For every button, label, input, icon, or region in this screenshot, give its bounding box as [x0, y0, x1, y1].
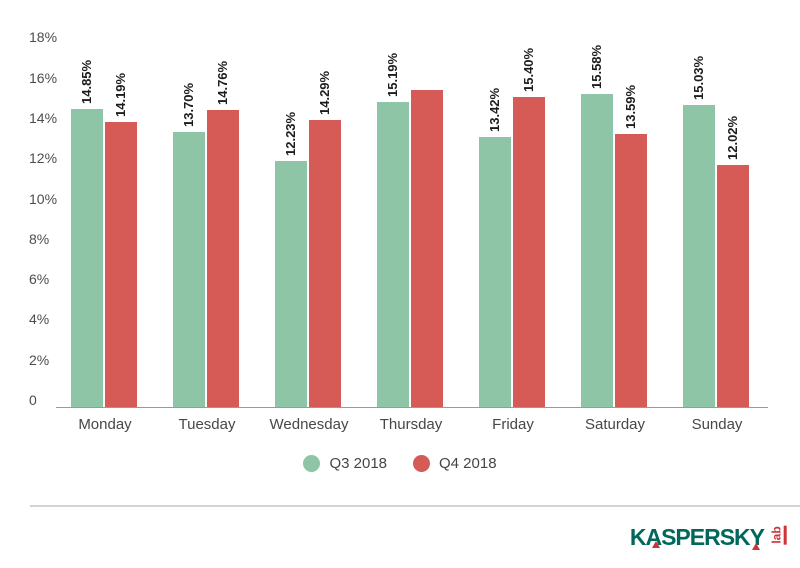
x-axis-label-wednesday: Wednesday	[269, 416, 349, 433]
bar-q4-2018-thursday	[411, 90, 443, 407]
legend-item-q3: Q3 2018	[303, 454, 387, 472]
bar-q3-2018-saturday	[581, 93, 613, 407]
y-axis-tick-label: 4%	[29, 311, 50, 328]
kaspersky-wordmark-text: KASPERSKY	[629, 524, 765, 550]
bar-value-label: 15.58%	[589, 44, 604, 89]
footer-divider	[30, 505, 800, 507]
bar-value-label: 14.76%	[215, 61, 230, 106]
x-axis-label-monday: Monday	[78, 416, 132, 433]
y-axis-tick-label: 6%	[29, 271, 50, 288]
kaspersky-lab-sub: lab	[766, 522, 792, 548]
bar-value-label: 15.03%	[691, 55, 706, 100]
y-axis-tick-label: 10%	[29, 190, 58, 207]
x-axis-label-sunday: Sunday	[691, 416, 743, 433]
bar-q3-2018-sunday	[683, 104, 715, 407]
x-axis-label-thursday: Thursday	[379, 416, 443, 433]
y-axis-tick-label: 2%	[29, 351, 50, 368]
bar-value-label: 12.23%	[283, 112, 298, 157]
bar-q4-2018-friday	[513, 97, 545, 407]
legend: Q3 2018 Q4 2018	[0, 449, 800, 477]
kaspersky-lab-logo: KASPERSKY lab	[630, 519, 790, 555]
y-axis-tick-label: 14%	[29, 109, 58, 126]
x-axis-label-friday: Friday	[492, 416, 534, 433]
bar-q3-2018-thursday	[377, 101, 409, 407]
bar-value-label: 12.02%	[725, 116, 740, 161]
legend-dot-q3-icon	[303, 454, 321, 472]
bar-value-label: 14.85%	[79, 59, 94, 104]
bar-q3-2018-monday	[71, 108, 103, 407]
bar-q3-2018-wednesday	[275, 161, 307, 407]
bar-q3-2018-tuesday	[173, 131, 205, 407]
y-axis-tick-label: 18%	[29, 29, 58, 46]
kaspersky-wordmark: KASPERSKY	[629, 524, 765, 550]
bar-value-label: 13.70%	[181, 82, 196, 127]
logo-triangle-y-icon	[752, 543, 760, 550]
x-axis-label-saturday: Saturday	[584, 416, 646, 433]
bar-value-label: 15.40%	[521, 48, 536, 93]
legend-label-q4: Q4 2018	[439, 454, 497, 472]
bar-q4-2018-saturday	[615, 133, 647, 407]
bar-q4-2018-monday	[105, 121, 137, 407]
legend-dot-q4-icon	[413, 454, 430, 472]
y-axis-tick-label: 0	[29, 392, 37, 408]
x-axis-label-tuesday: Tuesday	[178, 416, 236, 433]
x-axis-line	[56, 407, 768, 408]
plot-area: 18% 16% 14% 12% 10% 8% 6% 4% 2% 0 Monday Tuesday Wed…	[29, 29, 768, 433]
legend-item-q4: Q4 2018	[413, 454, 497, 472]
y-axis-tick-label: 8%	[29, 230, 50, 247]
bar-value-label: 14.29%	[317, 70, 332, 115]
bar-value-label: 15.19%	[385, 52, 400, 97]
bar-value-label: 13.42%	[487, 88, 502, 133]
logo-triangle-a-icon	[651, 541, 660, 548]
y-axis-tick-label: 12%	[29, 150, 58, 167]
bar-q4-2018-sunday	[717, 165, 749, 407]
bar-q3-2018-friday	[479, 137, 511, 407]
bar-value-label: 14.19%	[113, 72, 128, 117]
y-axis-tick-label: 16%	[29, 69, 58, 86]
kaspersky-lab-text: lab	[770, 525, 787, 545]
bar-q4-2018-tuesday	[207, 110, 239, 407]
bar-q4-2018-wednesday	[309, 119, 341, 407]
legend-label-q3: Q3 2018	[329, 454, 387, 472]
bar-value-label: 13.59%	[623, 84, 638, 129]
